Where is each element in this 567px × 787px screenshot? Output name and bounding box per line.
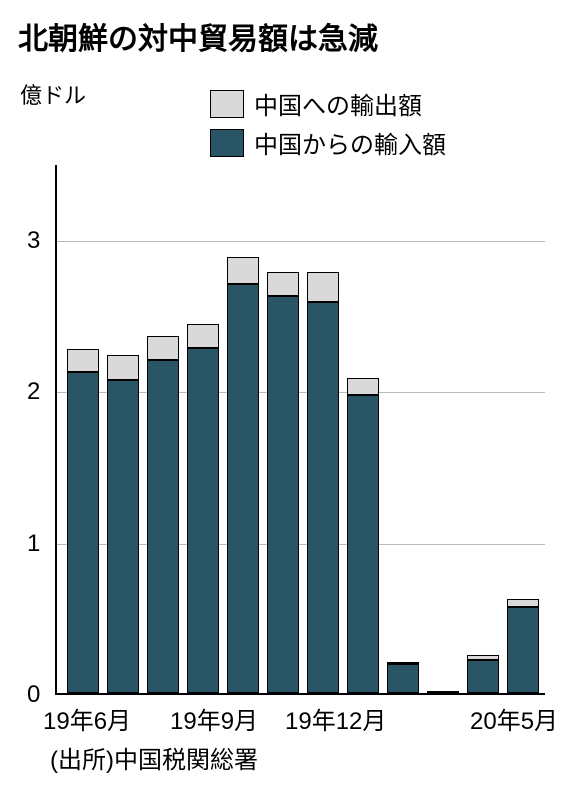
bar-segment-imports	[467, 660, 499, 693]
bar-segment-imports	[507, 607, 539, 693]
bar-segment-exports	[507, 599, 539, 607]
bar-group	[307, 272, 339, 693]
bar-segment-imports	[67, 372, 99, 693]
x-tick: 20年5月	[470, 701, 558, 736]
bar-segment-imports	[187, 348, 219, 693]
bar-group	[107, 355, 139, 693]
bar-segment-imports	[227, 284, 259, 693]
bar-segment-exports	[267, 272, 299, 296]
bar-segment-imports	[147, 360, 179, 693]
bar-group	[187, 324, 219, 693]
bar-segment-imports	[307, 302, 339, 693]
chart-title: 北朝鮮の対中貿易額は急減	[0, 0, 567, 58]
bar-group	[387, 662, 419, 693]
legend-swatch	[210, 90, 244, 118]
chart-area: 0123	[55, 165, 545, 695]
y-tick: 0	[27, 681, 40, 709]
legend: 中国への輸出額中国からの輸入額	[210, 86, 446, 164]
bar-segment-imports	[267, 296, 299, 693]
bar-segment-exports	[107, 355, 139, 379]
bar-group	[67, 349, 99, 693]
bar-group	[507, 599, 539, 693]
legend-item: 中国からの輸入額	[210, 125, 446, 160]
bar-group	[227, 257, 259, 693]
bar-segment-exports	[67, 349, 99, 372]
y-axis-label: 億ドル	[20, 78, 86, 110]
bar-segment-exports	[147, 336, 179, 360]
legend-label: 中国への輸出額	[254, 86, 422, 121]
x-tick: 19年6月	[43, 701, 131, 736]
source-text: (出所)中国税関総署	[50, 740, 258, 775]
y-tick: 3	[27, 227, 40, 255]
bar-segment-imports	[107, 380, 139, 693]
bar-segment-imports	[347, 395, 379, 693]
bar-segment-imports	[427, 691, 459, 693]
bar-segment-imports	[387, 664, 419, 693]
bar-segment-exports	[187, 324, 219, 348]
legend-item: 中国への輸出額	[210, 86, 446, 121]
legend-label: 中国からの輸入額	[254, 125, 446, 160]
bar-group	[267, 272, 299, 693]
x-tick: 19年9月	[170, 701, 258, 736]
bar-group	[347, 378, 379, 693]
x-tick: 19年12月	[285, 701, 386, 736]
y-tick: 1	[27, 530, 40, 558]
bar-segment-exports	[347, 378, 379, 395]
bar-group	[147, 336, 179, 693]
legend-swatch	[210, 129, 244, 157]
bar-group	[427, 691, 459, 693]
y-tick: 2	[27, 378, 40, 406]
bar-segment-exports	[227, 257, 259, 284]
bar-group	[467, 655, 499, 693]
gridline	[57, 241, 545, 242]
bar-segment-exports	[307, 272, 339, 302]
